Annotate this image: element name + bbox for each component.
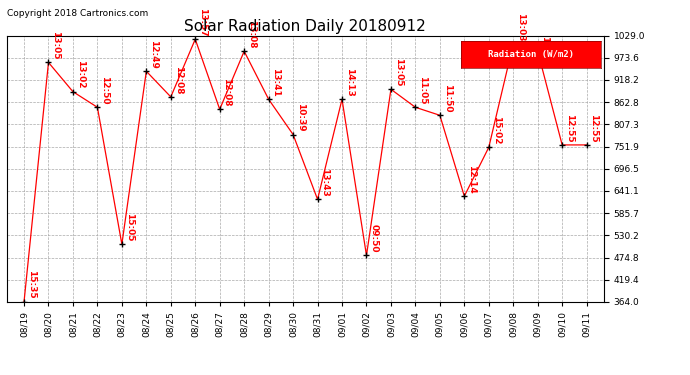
Text: Copyright 2018 Cartronics.com: Copyright 2018 Cartronics.com bbox=[7, 9, 148, 18]
Text: 10:39: 10:39 bbox=[296, 103, 305, 132]
Text: 12:14: 12:14 bbox=[467, 165, 476, 194]
Text: 12:55: 12:55 bbox=[589, 114, 598, 142]
Text: 13:03: 13:03 bbox=[516, 13, 525, 41]
Text: 12:08: 12:08 bbox=[174, 66, 183, 94]
Text: 13:57: 13:57 bbox=[198, 8, 207, 36]
Text: 15:35: 15:35 bbox=[27, 270, 36, 299]
Text: 12:50: 12:50 bbox=[100, 76, 109, 105]
Text: 13:43: 13:43 bbox=[320, 168, 329, 196]
Text: 12:55: 12:55 bbox=[565, 114, 574, 142]
Text: 13:05: 13:05 bbox=[394, 58, 403, 87]
Title: Solar Radiation Daily 20180912: Solar Radiation Daily 20180912 bbox=[184, 20, 426, 34]
Text: 12:49: 12:49 bbox=[149, 40, 158, 69]
Text: 13:02: 13:02 bbox=[76, 60, 85, 89]
Text: 13:05: 13:05 bbox=[51, 31, 60, 60]
Text: 15:02: 15:02 bbox=[491, 116, 500, 144]
Text: 11: 11 bbox=[540, 36, 549, 48]
Text: 11:05: 11:05 bbox=[418, 76, 427, 105]
Text: 13:41: 13:41 bbox=[271, 68, 280, 96]
Text: 09:50: 09:50 bbox=[369, 224, 378, 253]
Text: 13:08: 13:08 bbox=[247, 20, 256, 48]
Text: 15:05: 15:05 bbox=[125, 213, 134, 242]
Text: 11:50: 11:50 bbox=[443, 84, 452, 112]
Text: 12:08: 12:08 bbox=[222, 78, 231, 106]
Text: 14:13: 14:13 bbox=[345, 68, 354, 96]
